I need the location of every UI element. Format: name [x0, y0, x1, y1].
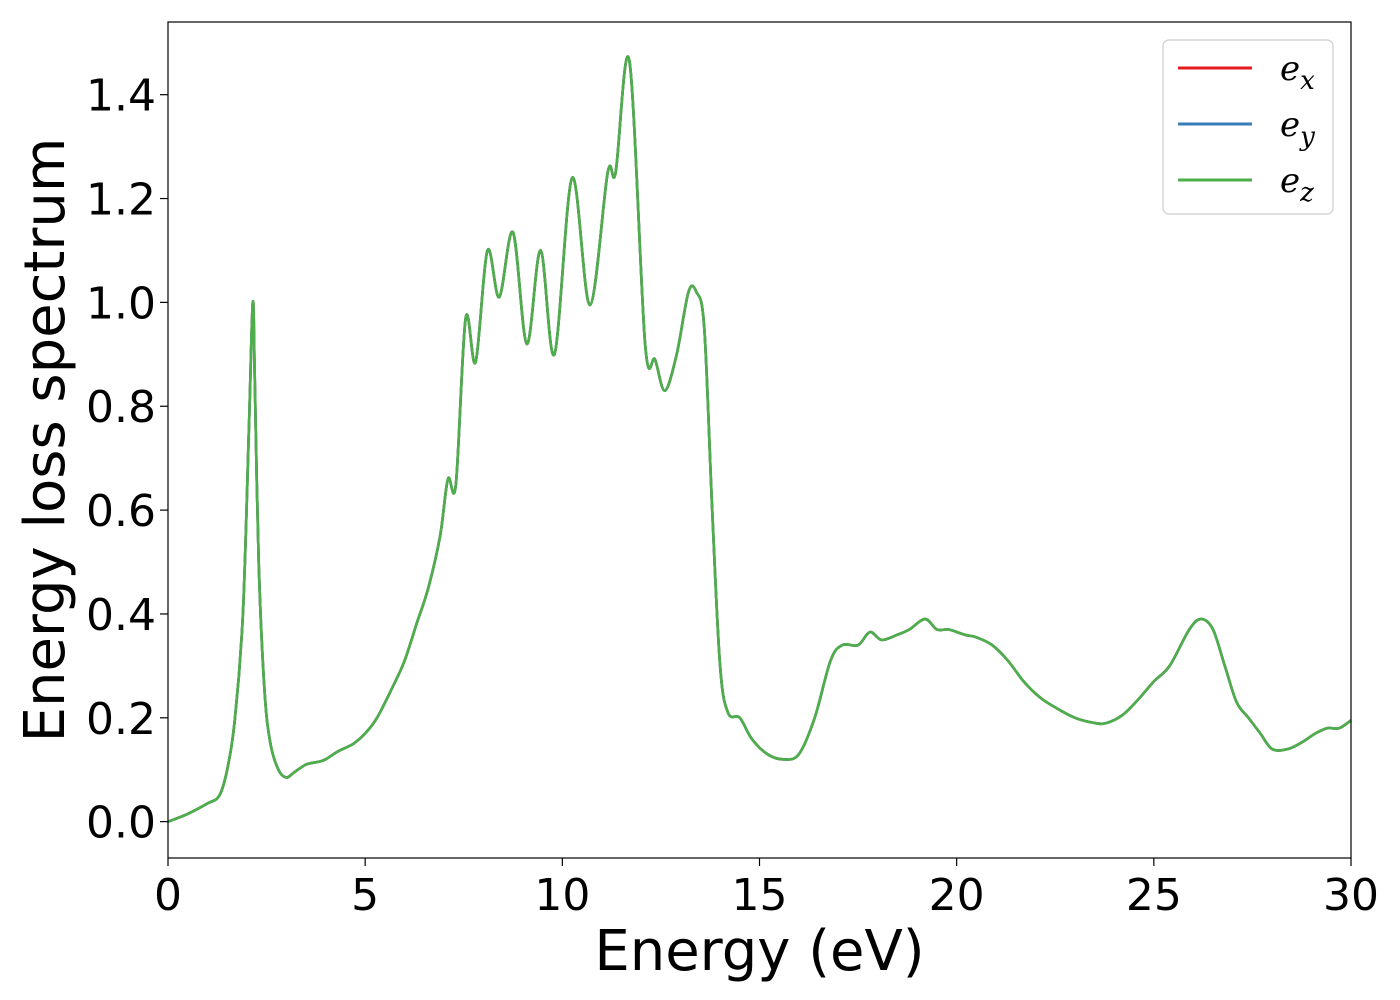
y-tick-label: 0.6 — [86, 486, 156, 537]
y-tick-label: 0.4 — [86, 590, 156, 641]
x-tick-label: 25 — [1126, 870, 1182, 921]
y-axis-title: Energy loss spectrum — [13, 138, 78, 743]
y-tick-label: 1.4 — [86, 71, 156, 122]
x-tick-label: 5 — [351, 870, 379, 921]
x-tick-label: 20 — [929, 870, 985, 921]
x-tick-label: 15 — [732, 870, 788, 921]
x-axis-ticks: 0 5 10 15 20 25 30 — [154, 858, 1379, 921]
x-tick-label: 10 — [534, 870, 590, 921]
y-tick-label: 0.2 — [86, 694, 156, 745]
legend: ex ey ez — [1162, 39, 1334, 215]
legend-label-ey: ey — [1280, 105, 1315, 152]
y-tick-label: 0.0 — [86, 798, 156, 849]
series-line-ez — [167, 55, 1352, 823]
legend-label-ex: ex — [1280, 49, 1315, 96]
y-tick-label: 1.0 — [86, 278, 156, 329]
y-tick-label: 0.8 — [86, 382, 156, 433]
legend-label-ez: ez — [1280, 161, 1314, 208]
series-layer — [167, 55, 1352, 823]
y-axis-ticks: 0.0 0.2 0.4 0.6 0.8 1.0 1.2 1.4 — [86, 71, 168, 849]
x-tick-label: 30 — [1323, 870, 1379, 921]
x-tick-label: 0 — [154, 870, 182, 921]
x-axis-title: Energy (eV) — [594, 919, 924, 984]
legend-box — [1162, 39, 1334, 215]
y-tick-label: 1.2 — [86, 175, 156, 226]
